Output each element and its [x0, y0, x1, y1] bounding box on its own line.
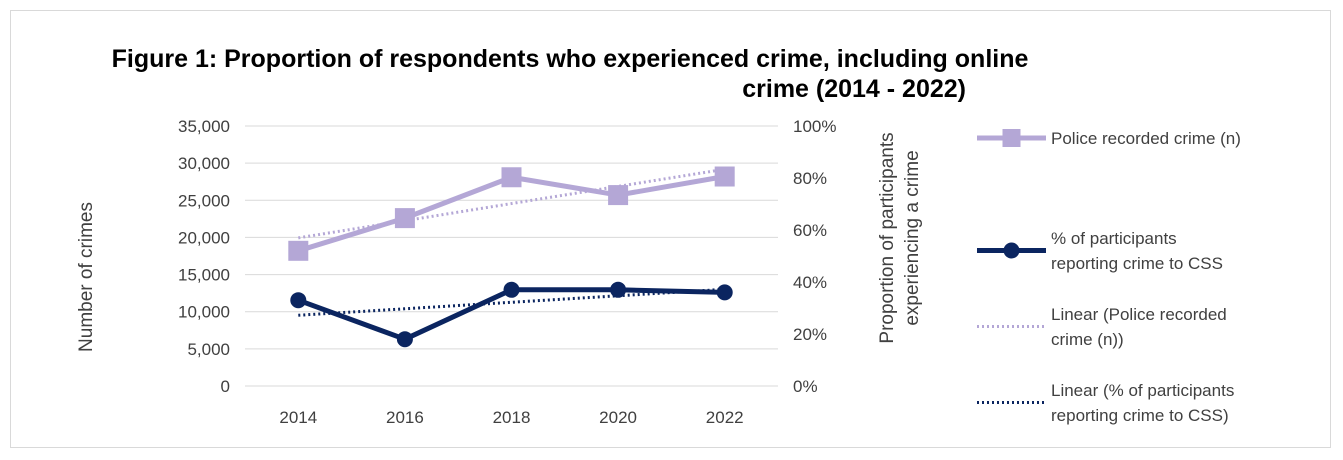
data-point-square — [714, 166, 735, 187]
legend-label-2: crime (n)) — [1051, 330, 1124, 349]
legend-label-2: Linear (Police recorded — [1051, 305, 1227, 324]
series-layer — [288, 166, 735, 348]
gridlines — [245, 125, 778, 387]
right-tick-label: 20% — [793, 325, 827, 344]
left-tick-label: 20,000 — [178, 228, 230, 247]
right-tick-label: 40% — [793, 273, 827, 292]
data-point-circle — [396, 331, 413, 348]
legend-marker-circle — [1003, 242, 1020, 259]
right-tick-label: 80% — [793, 169, 827, 188]
left-tick-label: 30,000 — [178, 154, 230, 173]
legend-label-1: % of participants — [1051, 229, 1177, 248]
x-tick-label: 2020 — [599, 408, 637, 427]
x-tick-label: 2022 — [706, 408, 744, 427]
left-tick-label: 25,000 — [178, 191, 230, 210]
left-tick-label: 10,000 — [178, 303, 230, 322]
legend-marker-square — [1002, 129, 1021, 147]
chart-title-line-2: crime (2014 - 2022) — [742, 75, 966, 103]
x-tick-label: 2014 — [279, 408, 317, 427]
right-axis-title-line-1: Proportion of participants — [877, 132, 898, 343]
data-point-square — [608, 185, 629, 206]
legend-label-0: Police recorded crime (n) — [1051, 129, 1241, 148]
legend-label-3: Linear (% of participants — [1051, 381, 1234, 400]
x-tick-label: 2018 — [493, 408, 531, 427]
left-tick-label: 5,000 — [187, 340, 230, 359]
left-tick-label: 35,000 — [178, 117, 230, 136]
data-point-square — [501, 167, 522, 188]
trendline-3 — [298, 287, 725, 317]
left-axis-ticks: 0 5,000 10,000 15,000 20,000 25,000 30,000 35,0… — [178, 117, 230, 396]
data-point-square — [394, 208, 415, 229]
legend: Police recorded crime (n) % of participan… — [977, 129, 1241, 425]
legend-label-3: reporting crime to CSS) — [1051, 406, 1229, 425]
legend-label-1: reporting crime to CSS — [1051, 254, 1223, 273]
right-axis-title-line-2: experiencing a crime — [902, 150, 923, 325]
x-axis-ticks: 2014 2016 2018 2020 2022 — [279, 408, 743, 427]
data-point-circle — [610, 281, 627, 298]
right-tick-label: 100% — [793, 117, 836, 136]
left-tick-label: 0 — [221, 377, 230, 396]
data-point-circle — [716, 284, 733, 301]
left-tick-label: 15,000 — [178, 266, 230, 285]
data-point-circle — [503, 281, 520, 298]
chart-frame — [10, 10, 1331, 448]
right-tick-label: 60% — [793, 221, 827, 240]
right-axis-ticks: 0% 20% 40% 60% 80% 100% — [793, 117, 836, 396]
data-point-circle — [290, 292, 307, 309]
x-tick-label: 2016 — [386, 408, 424, 427]
data-point-square — [288, 240, 309, 261]
right-tick-label: 0% — [793, 377, 818, 396]
chart-title-line-1: Figure 1: Proportion of respondents who … — [112, 45, 1029, 73]
left-axis-title: Number of crimes — [76, 202, 97, 352]
series-line-0 — [297, 174, 726, 254]
